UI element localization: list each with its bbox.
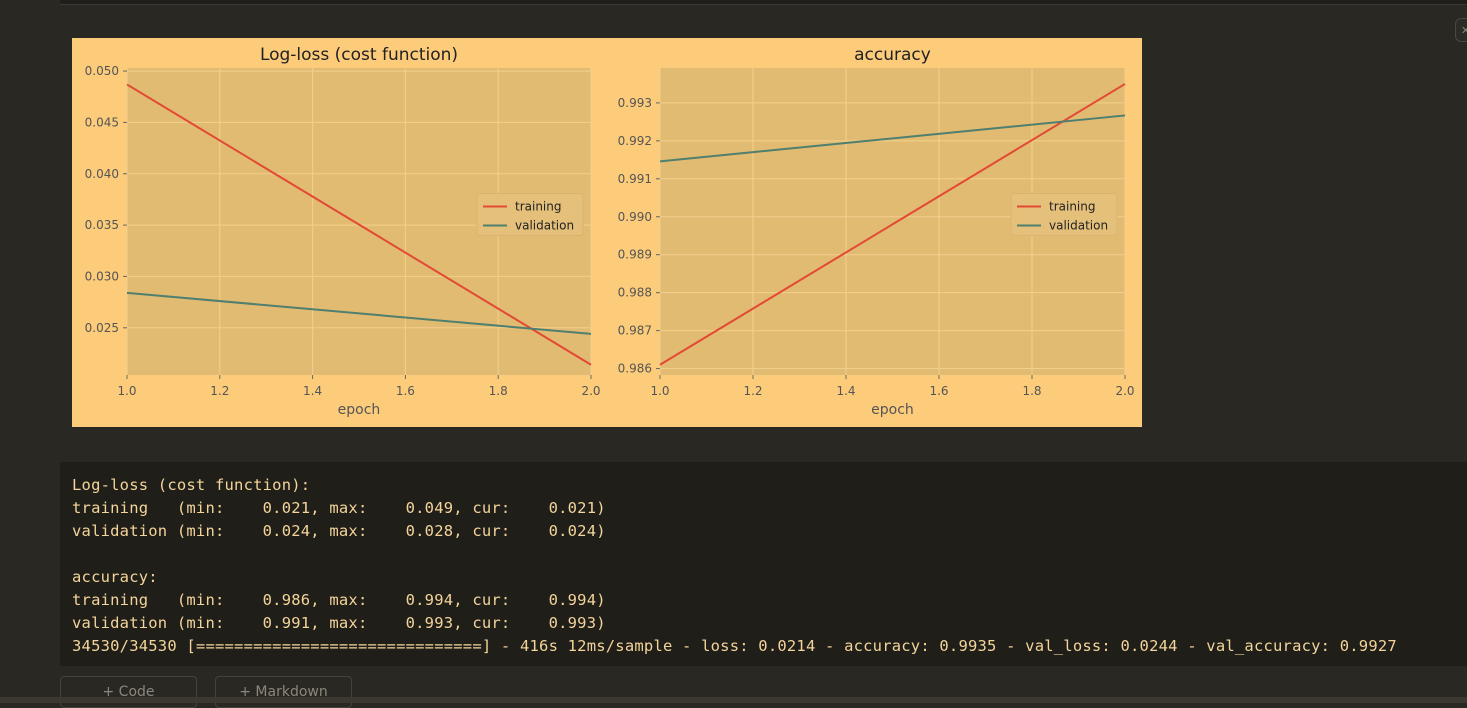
x-tick-label: 2.0 (1115, 384, 1134, 398)
x-tick-label: 1.2 (210, 384, 229, 398)
output-line: accuracy: (72, 568, 158, 586)
figure-canvas: 1.0 1.2 1.4 1.6 1.8 2.0 0.025 0.030 0.035 0.040 0.… (85, 45, 1135, 418)
cell-output: Log-loss (cost function): training (min:… (60, 462, 1467, 666)
x-tick-label: 1.0 (117, 384, 136, 398)
x-tick-label: 1.8 (1022, 384, 1041, 398)
chart-title: accuracy (854, 45, 931, 65)
y-tick-label: 0.992 (618, 134, 652, 148)
status-bar (0, 697, 1467, 703)
add-code-button[interactable]: + Code (60, 676, 197, 708)
y-tick-label: 0.988 (618, 286, 652, 300)
y-tick-label: 0.987 (618, 324, 652, 338)
x-tick-label: 1.4 (836, 384, 855, 398)
y-tick-label: 0.045 (85, 115, 119, 129)
previous-cell-edge (60, 0, 1467, 5)
x-tick-label: 2.0 (581, 384, 600, 398)
x-tick-label: 1.2 (743, 384, 762, 398)
x-tick-label: 1.0 (650, 384, 669, 398)
close-icon[interactable]: ✕ (1455, 18, 1467, 42)
series-line-training (659, 83, 1126, 366)
chart-title: Log-loss (cost function) (260, 45, 458, 65)
output-line: training (min: 0.986, max: 0.994, cur: 0… (72, 591, 606, 609)
y-tick-label: 0.040 (85, 167, 119, 181)
series-line-validation (126, 291, 592, 335)
x-tick-label: 1.6 (929, 384, 948, 398)
output-line: Log-loss (cost function): (72, 476, 311, 494)
training-plot-figure: 1.0 1.2 1.4 1.6 1.8 2.0 0.025 0.030 0.035 0.040 0.… (72, 38, 1142, 427)
y-tick-label: 0.991 (618, 172, 652, 186)
y-tick-label: 0.050 (85, 64, 119, 78)
legend-label: training (515, 200, 562, 214)
legend-label: validation (515, 219, 574, 233)
progress-line: 34530/34530 [===========================… (72, 637, 1397, 655)
output-line: validation (min: 0.024, max: 0.028, cur:… (72, 522, 606, 540)
x-tick-label: 1.4 (303, 384, 322, 398)
y-tick-label: 0.030 (85, 269, 119, 283)
y-tick-label: 0.989 (618, 248, 652, 262)
y-tick-label: 0.025 (85, 321, 119, 335)
y-tick-label: 0.035 (85, 218, 119, 232)
x-tick-label: 1.6 (396, 384, 415, 398)
series-line-validation (659, 114, 1126, 163)
x-tick-label: 1.8 (489, 384, 508, 398)
output-line: training (min: 0.021, max: 0.049, cur: 0… (72, 499, 606, 517)
legend-label: training (1049, 200, 1096, 214)
output-line: validation (min: 0.991, max: 0.993, cur:… (72, 614, 606, 632)
y-tick-label: 0.990 (618, 210, 652, 224)
y-tick-label: 0.993 (618, 96, 652, 110)
x-axis-label: epoch (338, 402, 381, 418)
series-line-training (126, 83, 592, 366)
add-markdown-button[interactable]: + Markdown (215, 676, 352, 708)
y-tick-label: 0.986 (618, 362, 652, 376)
x-axis-label: epoch (871, 402, 914, 418)
legend-label: validation (1049, 219, 1108, 233)
